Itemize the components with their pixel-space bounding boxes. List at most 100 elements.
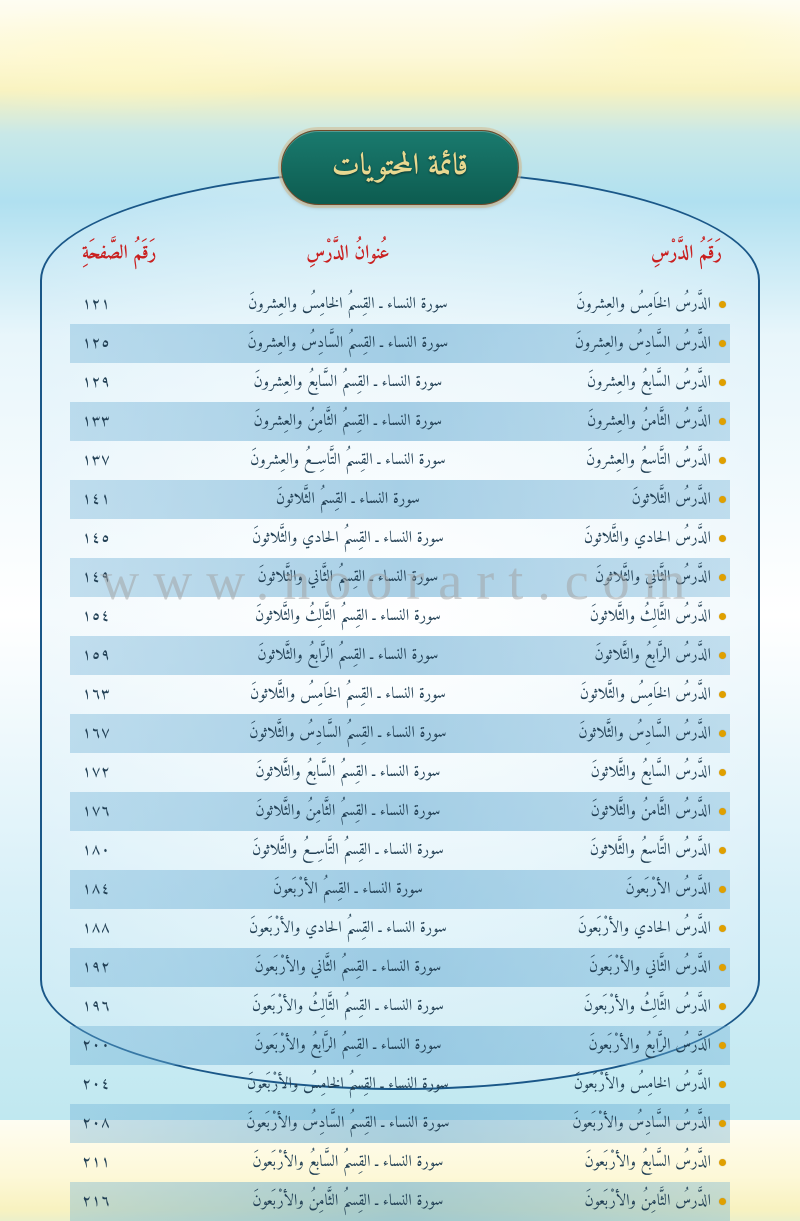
- page-number-cell: ١٢١: [74, 291, 191, 319]
- lesson-number-cell: الدَّرسُ السَّابعُ والثَّلاثونَ: [504, 759, 726, 787]
- lesson-number-text: الدَّرسُ السَّابعُ والثَّلاثونَ: [591, 759, 711, 787]
- table-row: الدَّرسُ الخامِسُ والأرْبَعونَسورة النسا…: [70, 1065, 730, 1104]
- page-number-cell: ٢٠٤: [74, 1071, 191, 1099]
- page-number-cell: ١٨٠: [74, 837, 191, 865]
- table-row: الدَّرسُ الثَّلاثونَ سورة النساء ـ القِسم…: [70, 480, 730, 519]
- bullet-icon: [719, 1081, 726, 1088]
- lesson-number-cell: الدَّرسُ الثَّلاثونَ: [504, 486, 726, 514]
- lesson-title-cell: سورة النساء ـ القِسمُ الثَّالِثُ والثَّل…: [191, 603, 504, 631]
- bullet-icon: [719, 730, 726, 737]
- header-lesson-title: عُنوانُ الدَّرْسِ: [191, 238, 504, 271]
- lesson-number-cell: الدَّرسُ الثَّامِنُ والأرْبَعونَ: [504, 1188, 726, 1216]
- bullet-icon: [719, 379, 726, 386]
- page-number-cell: ٢٠٠: [74, 1032, 191, 1060]
- lesson-title-cell: سورة النساء ـ القِسمُ الثَّلاثونَ: [191, 486, 504, 514]
- lesson-number-text: الدَّرسُ الثَّلاثونَ: [632, 486, 711, 514]
- lesson-title-cell: سورة النساء ـ القِسمُ السَّادِسُ والثَّل…: [191, 720, 504, 748]
- lesson-title-cell: سورة النساء ـ القِسمُ الثَّاني والثَّلاث…: [191, 564, 504, 592]
- bullet-icon: [719, 496, 726, 503]
- table-row: الدَّرسُ الثَّالِثُ والأرْبَعونَ سورة الن…: [70, 987, 730, 1026]
- lesson-title-cell: سورة النساء ـ القِسمُ السَّابعُ والأرْبَ…: [191, 1149, 504, 1177]
- bullet-icon: [719, 964, 726, 971]
- page-number-cell: ١٢٥: [74, 330, 191, 358]
- table-row: الدَّرسُ السَّابعُ والعِشرونَ سورة النساء…: [70, 363, 730, 402]
- lesson-title-cell: سورة النساء ـ القِسمُ التَّاسِعُ والعِشر…: [191, 447, 504, 475]
- table-row: الدَّرسُ الرَّابعُ والأرْبَعونَسورة النس…: [70, 1026, 730, 1065]
- lesson-title-cell: سورة النساء ـ القِسمُ الثَّالِثُ والأرْب…: [191, 993, 504, 1021]
- lesson-title-cell: سورة النساء ـ القِسمُ السَّابعُ والثَّلا…: [191, 759, 504, 787]
- lesson-number-text: الدَّرسُ الحادي والثَّلاثونَ: [584, 525, 711, 553]
- bullet-icon: [719, 1003, 726, 1010]
- lesson-number-text: الدَّرسُ السَّابعُ والعِشرونَ: [587, 369, 711, 397]
- lesson-title-cell: سورة النساء ـ القِسمُ السَّابعُ والعِشرو…: [191, 369, 504, 397]
- bullet-icon: [719, 418, 726, 425]
- page-number-cell: ١٤٥: [74, 525, 191, 553]
- lesson-number-text: الدَّرسُ التَّاسعُ والثَّلاثونَ: [590, 837, 711, 865]
- header-page-number: رَقَمُ الصَّفحَةِ: [74, 238, 191, 271]
- lesson-title-cell: سورة النساء ـ القِسمُ الثَّامِنُ والثَّل…: [191, 798, 504, 826]
- bullet-icon: [719, 769, 726, 776]
- page-title: قائمة المحتويات: [332, 141, 468, 194]
- page-number-cell: ١٥٤: [74, 603, 191, 631]
- table-row: الدَّرسُ السَّابعُ والثَّلاثونَ سورة النس…: [70, 753, 730, 792]
- table-row: الدَّرسُ الأرْبَعونَ سورة النساء ـ القِسم…: [70, 870, 730, 909]
- lesson-number-cell: الدَّرسُ السَّادِسُ والأرْبَعونَ: [504, 1110, 726, 1138]
- bullet-icon: [719, 1120, 726, 1127]
- toc-content: رَقَمُ الدَّرْسِ عُنوانُ الدَّرْسِ رَقَم…: [70, 230, 730, 1040]
- table-row: الدَّرسُ السَّادِسُ والأرْبَعونَسورة الن…: [70, 1104, 730, 1143]
- lesson-number-cell: الدَّرسُ السَّابعُ والعِشرونَ: [504, 369, 726, 397]
- page-number-cell: ١٢٩: [74, 369, 191, 397]
- lesson-title-cell: سورة النساء ـ القِسمُ السَّادِسُ والأرْب…: [191, 1110, 504, 1138]
- lesson-number-text: الدَّرسُ السَّادِسُ والعِشرونَ: [575, 330, 711, 358]
- lesson-number-cell: الدَّرسُ الرَّابعُ والثَّلاثونَ: [504, 642, 726, 670]
- lesson-number-cell: الدَّرسُ الثَّامنُ والعِشرونَ: [504, 408, 726, 436]
- lesson-number-cell: الدَّرسُ التَّاسعُ والعِشرونَ: [504, 447, 726, 475]
- lesson-number-cell: الدَّرسُ الثَّالِثُ والأرْبَعونَ: [504, 993, 726, 1021]
- lesson-title-cell: سورة النساء ـ القِسمُ الثَّاني والأرْبَع…: [191, 954, 504, 982]
- table-row: الدَّرسُ الخَامِسُ والعِشرونَسورة النساء…: [70, 285, 730, 324]
- table-row: الدَّرسُ الثَّاني والثَّلاثونَ سورة النسا…: [70, 558, 730, 597]
- lesson-title-cell: سورة النساء ـ القِسمُ الحادي والثَّلاثون…: [191, 525, 504, 553]
- lesson-number-text: الدَّرسُ الثَّالِثُ والثَّلاثونَ: [590, 603, 711, 631]
- lesson-number-cell: الدَّرسُ الحادي والثَّلاثونَ: [504, 525, 726, 553]
- table-row: الدَّرسُ السَّابعُ والأرْبَعونَسورة النس…: [70, 1143, 730, 1182]
- table-header: رَقَمُ الدَّرْسِ عُنوانُ الدَّرْسِ رَقَم…: [70, 230, 730, 285]
- table-row: الدَّرسُ الخَامِسُ والثَّلاثونَ سورة النس…: [70, 675, 730, 714]
- lesson-title-cell: سورة النساء ـ القِسمُ الثَّامِنُ والأرْب…: [191, 1188, 504, 1216]
- page-number-cell: ١٧٢: [74, 759, 191, 787]
- table-row: الدَّرسُ الثَّامنُ والعِشرونَ سورة النساء…: [70, 402, 730, 441]
- lesson-title-cell: سورة النساء ـ القِسمُ الأرْبَعونَ: [191, 876, 504, 904]
- table-row: الدَّرسُ الرَّابعُ والثَّلاثونَسورة النس…: [70, 636, 730, 675]
- bullet-icon: [719, 808, 726, 815]
- page-number-cell: ٢١٦: [74, 1188, 191, 1216]
- lesson-number-text: الدَّرسُ الخَامِسُ والثَّلاثونَ: [580, 681, 711, 709]
- lesson-title-cell: سورة النساء ـ القِسمُ الثَّامِنُ والعِشر…: [191, 408, 504, 436]
- lesson-number-text: الدَّرسُ الأرْبَعونَ: [626, 876, 712, 904]
- lesson-number-text: الدَّرسُ الرَّابعُ والأرْبَعونَ: [588, 1032, 711, 1060]
- lesson-number-text: الدَّرسُ الثَّالِثُ والأرْبَعونَ: [584, 993, 711, 1021]
- lesson-number-text: الدَّرسُ السَّادِسُ والثَّلاثونَ: [578, 720, 711, 748]
- lesson-number-text: الدَّرسُ الثَّاني والأرْبَعونَ: [589, 954, 711, 982]
- lesson-number-cell: الدَّرسُ الخَامِسُ والثَّلاثونَ: [504, 681, 726, 709]
- page-number-cell: ١٤١: [74, 486, 191, 514]
- lesson-number-text: الدَّرسُ الثَّامنُ والعِشرونَ: [587, 408, 711, 436]
- title-badge: قائمة المحتويات: [281, 130, 519, 205]
- lesson-title-cell: سورة النساء ـ القِسمُ الخَامِسُ والثَّلا…: [191, 681, 504, 709]
- page-number-cell: ١٥٩: [74, 642, 191, 670]
- lesson-number-text: الدَّرسُ الثَّاني والثَّلاثونَ: [595, 564, 711, 592]
- page-number-cell: ١٤٩: [74, 564, 191, 592]
- lesson-title-cell: سورة النساء ـ القِسمُ السَّادِسُ والعِشر…: [191, 330, 504, 358]
- bullet-icon: [719, 340, 726, 347]
- lesson-title-cell: سورة النساء ـ القِسمُ الخامِسُ والعِشرون…: [191, 291, 504, 319]
- lesson-number-cell: الدَّرسُ الأرْبَعونَ: [504, 876, 726, 904]
- page-number-cell: ١٣٧: [74, 447, 191, 475]
- bullet-icon: [719, 613, 726, 620]
- lesson-number-text: الدَّرسُ الحادي والأرْبَعونَ: [578, 915, 711, 943]
- table-row: الدَّرسُ السَّادِسُ والثَّلاثونَ سورة الن…: [70, 714, 730, 753]
- bullet-icon: [719, 301, 726, 308]
- lesson-title-cell: سورة النساء ـ القِسمُ الخامِسُ والأرْبَع…: [191, 1071, 504, 1099]
- page-number-cell: ١٣٣: [74, 408, 191, 436]
- lesson-number-text: الدَّرسُ التَّاسعُ والعِشرونَ: [586, 447, 711, 475]
- table-row: الدَّرسُ الحادي والثَّلاثونَ سورة النساء …: [70, 519, 730, 558]
- page-number-cell: ٢٠٨: [74, 1110, 191, 1138]
